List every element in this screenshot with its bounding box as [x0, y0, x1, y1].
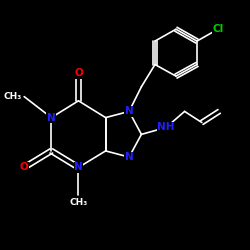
Text: O: O [74, 68, 83, 78]
Text: NH: NH [157, 122, 175, 132]
Text: N: N [125, 106, 134, 117]
Text: Cl: Cl [212, 24, 224, 34]
Text: N: N [47, 112, 56, 122]
Text: N: N [74, 162, 83, 172]
Text: O: O [20, 162, 28, 172]
Text: CH₃: CH₃ [4, 92, 22, 101]
Text: CH₃: CH₃ [69, 198, 87, 207]
Text: N: N [125, 152, 134, 162]
